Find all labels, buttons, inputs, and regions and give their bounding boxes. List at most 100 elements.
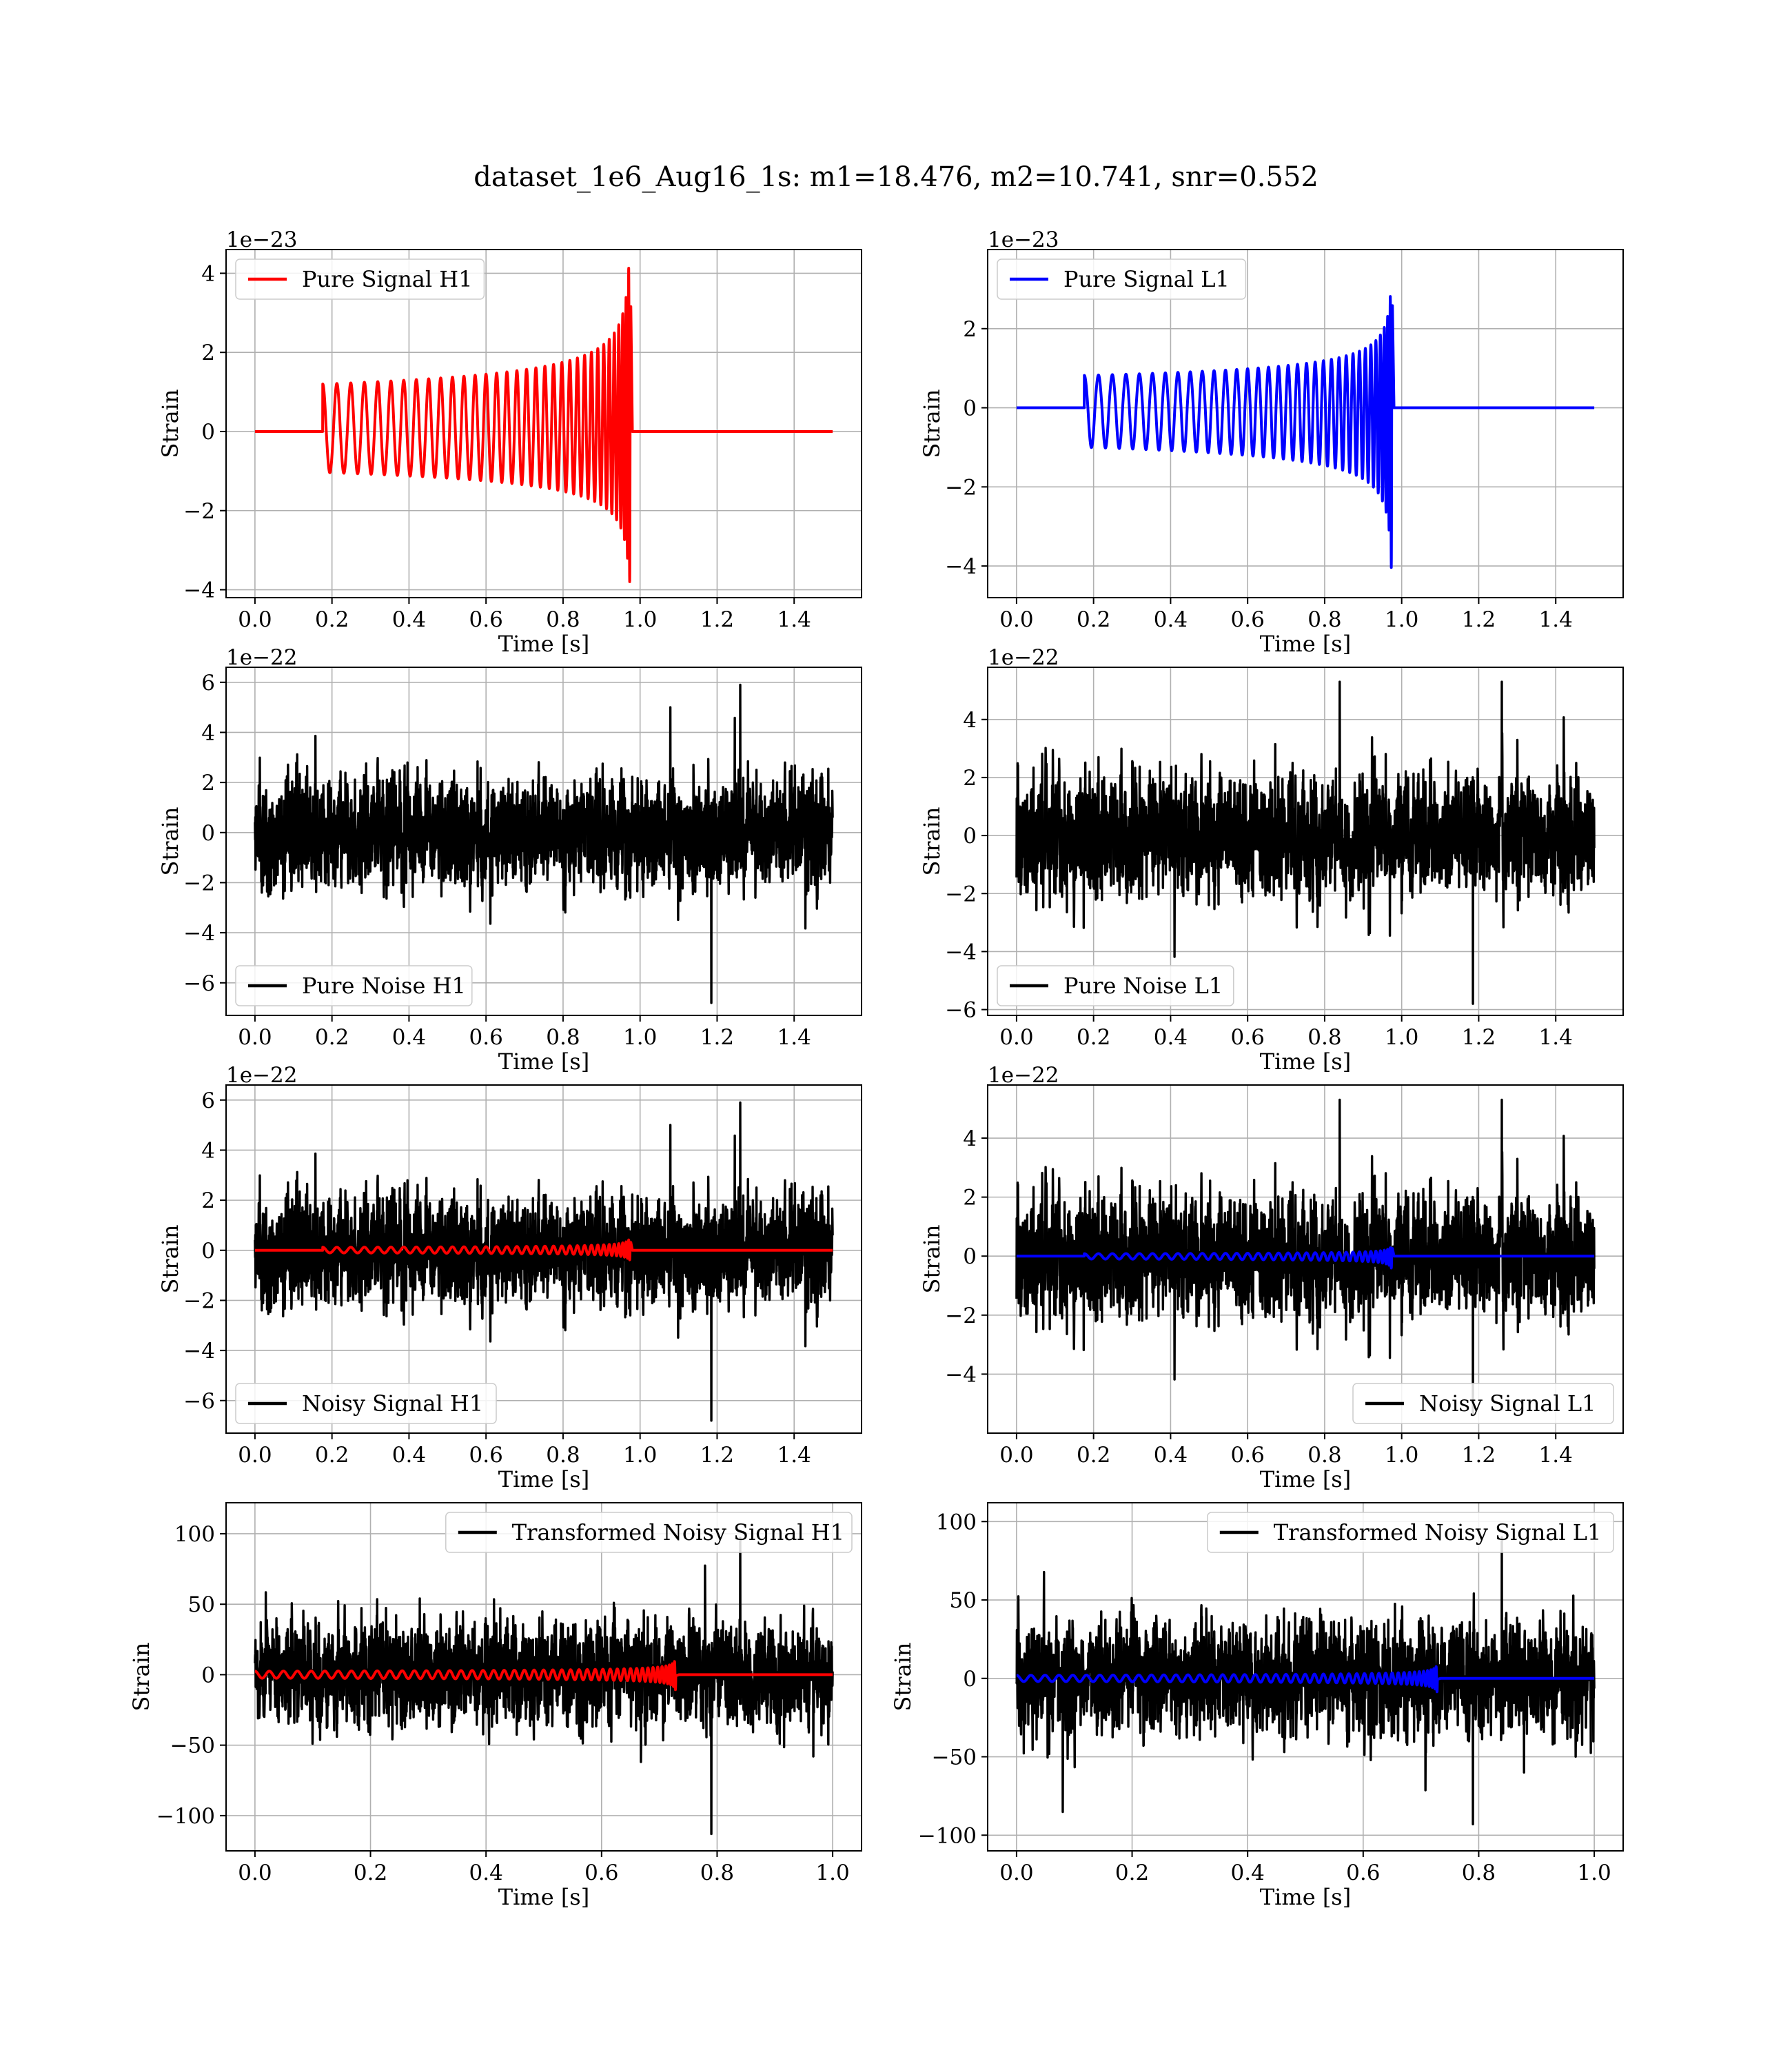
series-line-0: [1015, 680, 1596, 1005]
y-tick-label: 2: [963, 1186, 977, 1210]
x-tick-label: 1.4: [777, 1443, 811, 1468]
x-tick-label: 0.2: [315, 1443, 349, 1468]
legend-box: [1352, 1383, 1614, 1424]
x-tick-label: 0.2: [354, 1861, 387, 1885]
y-tick-label: −4: [945, 554, 977, 579]
y-tick-label: −4: [183, 578, 215, 603]
y-tick-label: 2: [963, 766, 977, 791]
y-tick-label: 4: [201, 1138, 215, 1163]
x-tick-label: 1.0: [623, 1025, 657, 1050]
x-tick-label: 0.8: [1307, 1025, 1341, 1050]
legend-box: [1207, 1512, 1614, 1553]
y-tick-label: −6: [183, 1389, 215, 1414]
plot-area: [254, 1101, 834, 1422]
legend-box: [445, 1512, 853, 1553]
x-tick-label: 1.4: [1539, 1443, 1573, 1468]
x-tick-label: 1.4: [777, 607, 811, 632]
x-tick-label: 1.2: [1462, 1443, 1496, 1468]
axes-frame: [225, 249, 862, 598]
y-tick-label: −50: [170, 1734, 215, 1758]
x-tick-label: 0.0: [999, 1025, 1033, 1050]
y-tick-label: −2: [183, 499, 215, 524]
x-tick-label: 0.8: [1307, 607, 1341, 632]
axes-frame: [225, 667, 862, 1016]
x-tick-label: 0.4: [469, 1861, 503, 1885]
axes-frame: [987, 249, 1624, 598]
y-tick-label: 50: [950, 1588, 977, 1613]
x-tick-label: 1.0: [1385, 607, 1418, 632]
plot-area: [254, 683, 834, 1004]
y-axis-label: Strain: [157, 807, 183, 876]
y-axis-label: Strain: [157, 1225, 183, 1294]
y-tick-label: −2: [183, 871, 215, 895]
x-tick-label: 0.2: [1115, 1861, 1149, 1885]
legend-label: Noisy Signal L1: [1419, 1390, 1596, 1417]
x-tick-label: 1.4: [1539, 607, 1573, 632]
y-tick-label: −2: [183, 1288, 215, 1313]
y-axis-label: Strain: [919, 389, 945, 458]
y-tick-label: 50: [188, 1592, 215, 1617]
x-tick-label: 0.0: [999, 1861, 1033, 1885]
x-axis-label: Time [s]: [1260, 1048, 1351, 1075]
y-tick-label: −2: [945, 475, 977, 500]
y-tick-label: 0: [963, 396, 977, 421]
y-tick-label: −50: [932, 1745, 977, 1770]
x-tick-label: 0.0: [999, 1443, 1033, 1468]
plot-area: [254, 267, 834, 583]
legend: Transformed Noisy Signal H1: [445, 1512, 853, 1553]
series-line-1: [1015, 1246, 1596, 1270]
x-tick-label: 1.0: [623, 1443, 657, 1468]
y-tick-label: −6: [183, 971, 215, 996]
x-axis-label: Time [s]: [498, 631, 589, 657]
y-tick-label: 4: [201, 261, 215, 286]
x-tick-label: 0.6: [469, 1025, 503, 1050]
y-tick-label: −4: [183, 1339, 215, 1364]
y-tick-label: −2: [945, 882, 977, 906]
y-tick-label: 0: [963, 824, 977, 849]
series-line-1: [254, 1660, 834, 1692]
x-tick-label: 0.6: [1231, 607, 1265, 632]
x-tick-label: 1.0: [623, 607, 657, 632]
legend-label: Pure Noise L1: [1063, 973, 1223, 999]
x-tick-label: 0.0: [238, 1443, 272, 1468]
y-tick-label: −4: [183, 921, 215, 946]
legend: Pure Signal L1: [997, 258, 1247, 300]
y-tick-label: 0: [201, 1239, 215, 1264]
legend: Transformed Noisy Signal L1: [1207, 1512, 1614, 1553]
y-tick-label: −4: [945, 1362, 977, 1387]
x-tick-label: 0.6: [469, 607, 503, 632]
y-tick-label: 0: [201, 821, 215, 846]
y-tick-label: 2: [201, 771, 215, 795]
legend-box: [235, 1383, 497, 1424]
panel-l1-transformed: 0.0 0.2 0.4 0.6 0.8 1.0 −100 −50 0 50 100 Time [s] S…: [890, 1502, 1624, 1910]
y-tick-label: 100: [174, 1522, 215, 1547]
y-tick-label: −100: [156, 1804, 215, 1829]
axis-offset-text: 1e−22: [988, 645, 1059, 670]
panel-l1-pure-noise: 0.0 0.2 0.4 0.6 0.8 1.0 1.2 1.4 −6 −4 −2 0 2 4 Time [s…: [919, 645, 1624, 1075]
y-tick-label: −100: [918, 1823, 977, 1848]
y-tick-label: 2: [201, 1188, 215, 1213]
x-tick-label: 1.4: [777, 1025, 811, 1050]
panel-h1-pure-noise: 0.0 0.2 0.4 0.6 0.8 1.0 1.2 1.4 −6 −4 −2 0 2 4 6 Time […: [157, 645, 862, 1075]
x-tick-label: 0.2: [1077, 607, 1110, 632]
legend-box: [235, 258, 485, 300]
x-tick-label: 0.0: [238, 1861, 272, 1885]
plot-area: [254, 1537, 834, 1836]
x-axis-label: Time [s]: [1260, 1884, 1351, 1910]
legend-label: Pure Noise H1: [302, 973, 466, 999]
panel-l1-noisy-signal: 0.0 0.2 0.4 0.6 0.8 1.0 1.2 1.4 −4 −2 0 2 4 Time [s] S…: [919, 1063, 1624, 1492]
axes-frame: [987, 1502, 1624, 1852]
x-tick-label: 0.2: [1077, 1443, 1110, 1468]
y-axis-label: Strain: [919, 1225, 945, 1294]
y-tick-label: 2: [201, 341, 215, 365]
axis-offset-text: 1e−23: [226, 227, 298, 252]
x-tick-label: 0.8: [546, 1025, 580, 1050]
series-line-0: [254, 267, 834, 583]
y-axis-label: Strain: [919, 807, 945, 876]
x-tick-label: 0.6: [1231, 1443, 1265, 1468]
x-axis-label: Time [s]: [1260, 631, 1351, 657]
plot-area: [1015, 1536, 1596, 1826]
x-tick-label: 0.4: [392, 1443, 426, 1468]
x-tick-label: 0.8: [546, 1443, 580, 1468]
